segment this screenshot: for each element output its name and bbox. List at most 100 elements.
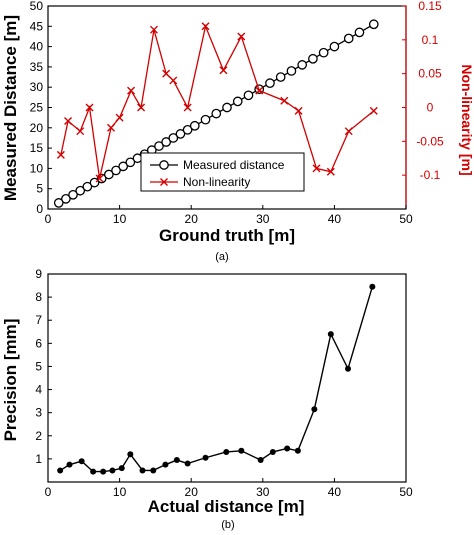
precision-point xyxy=(127,451,134,458)
precision-point xyxy=(150,467,157,474)
nonlinearity-point xyxy=(237,32,246,41)
measured-distance-point xyxy=(161,137,171,147)
chart-a-y2tick-label: -0.05 xyxy=(416,134,444,148)
precision-point xyxy=(118,465,125,472)
measured-distance-point xyxy=(82,181,93,192)
chart-a-y2tick-label: 0.1 xyxy=(422,33,439,47)
precision-point xyxy=(173,457,180,464)
nonlinearity-point xyxy=(294,106,303,115)
nonlinearity-point xyxy=(137,103,146,112)
nonlinearity-point xyxy=(162,69,171,78)
chart-a-y2tick-label: -0.1 xyxy=(420,168,441,182)
nonlinearity-point xyxy=(115,113,124,122)
measured-distance-point xyxy=(68,189,78,200)
precision-point xyxy=(184,460,191,467)
measured-distance-point xyxy=(189,120,200,131)
nonlinearity-point xyxy=(149,25,158,34)
chart-b-ytick-label: 7 xyxy=(35,313,42,327)
chart-a-ytick-label: 25 xyxy=(30,101,44,115)
measured-distance-point xyxy=(53,198,64,208)
caption-b: (b) xyxy=(221,519,234,531)
chart-a-xtick-label: 20 xyxy=(185,212,199,226)
chart-a-ytick-label: 5 xyxy=(36,182,43,196)
chart-a-ylabel: Measured Distance [m] xyxy=(1,15,20,201)
chart-a-xtick-label: 0 xyxy=(45,212,52,226)
chart-a-y2tick-label: 0.15 xyxy=(418,0,442,13)
chart-b-ylabel: Precision [mm] xyxy=(1,319,20,442)
measured-distance-point xyxy=(286,66,297,76)
nonlinearity-point xyxy=(56,150,65,159)
chart-b-ytick-label: 1 xyxy=(35,452,42,466)
nonlinearity-point xyxy=(201,22,210,31)
measured-distance-point xyxy=(175,129,186,139)
chart-b: 0 10 20 30 40 50 1 2 3 4 5 6 7 8 9 Actual distance [m… xyxy=(1,267,413,531)
precision-point xyxy=(139,467,146,474)
chart-b-plot-frame xyxy=(47,273,407,483)
precision-point xyxy=(327,331,334,338)
nonlinearity-point xyxy=(107,123,116,132)
nonlinearity-point xyxy=(95,174,104,183)
precision-point xyxy=(345,365,352,372)
precision-point xyxy=(100,468,107,475)
chart-b-ytick-label: 3 xyxy=(35,406,42,420)
chart-b-xtick-label: 10 xyxy=(113,485,127,499)
measured-distance-point xyxy=(104,169,114,180)
measured-distance-point xyxy=(222,102,232,113)
measured-distance-point xyxy=(297,60,308,70)
measured-distance-point xyxy=(125,157,136,168)
chart-b-ytick-label: 2 xyxy=(35,429,42,443)
measured-distance-point xyxy=(329,41,340,52)
nonlinearity-point xyxy=(369,106,378,115)
legend-nonlinearity-marker xyxy=(160,178,168,186)
nonlinearity-point xyxy=(344,127,353,136)
measured-distance-point xyxy=(111,165,121,176)
measured-distance-point xyxy=(368,19,379,30)
nonlinearity-point xyxy=(255,86,264,95)
nonlinearity-point xyxy=(76,127,85,136)
legend-measured-label: Measured distance xyxy=(183,158,285,172)
chart-b-ytick-label: 5 xyxy=(35,359,42,373)
chart-a-xtick-label: 50 xyxy=(399,212,413,226)
precision-point xyxy=(311,406,318,413)
nonlinearity-point xyxy=(64,117,73,126)
chart-a-ytick-label: 15 xyxy=(30,141,44,155)
chart-a-ytick-label: 45 xyxy=(30,19,44,33)
nonlinearity-point xyxy=(127,86,136,95)
legend-measured-marker xyxy=(159,160,169,170)
chart-a-xtick-label: 10 xyxy=(113,212,127,226)
chart-a-ytick-label: 10 xyxy=(30,161,44,175)
chart-b-xtick-label: 30 xyxy=(256,485,270,499)
nonlinearity-point xyxy=(280,96,289,105)
chart-b-xtick-label: 0 xyxy=(45,485,52,499)
precision-line xyxy=(59,286,374,473)
precision-point xyxy=(284,445,291,452)
measured-distance-point xyxy=(354,27,365,38)
chart-a-ytick-label: 35 xyxy=(30,60,44,74)
precision-point xyxy=(369,283,376,290)
measured-distance-point xyxy=(243,90,254,101)
measured-distance-point xyxy=(75,185,86,196)
precision-point xyxy=(257,457,264,464)
nonlinearity-point xyxy=(85,103,94,112)
chart-a-ytick-label: 30 xyxy=(30,80,44,94)
nonlinearity-point xyxy=(326,167,335,176)
precision-point xyxy=(202,454,209,461)
measured-distance-point xyxy=(275,72,286,82)
nonlinearity-point xyxy=(169,76,178,85)
caption-a: (a) xyxy=(215,251,228,263)
chart-b-xtick-label: 40 xyxy=(328,485,342,499)
precision-point xyxy=(90,468,97,475)
chart-a-legend: Measured distance Non-linearity xyxy=(140,152,305,192)
precision-point xyxy=(238,447,245,454)
chart-b-xtick-label: 20 xyxy=(185,485,199,499)
precision-point xyxy=(269,448,276,455)
chart-b-ytick-label: 8 xyxy=(35,290,42,304)
chart-a-ytick-label: 50 xyxy=(30,0,44,13)
measured-distance-point xyxy=(200,114,211,125)
precision-point xyxy=(294,447,301,454)
chart-a-y2label: Non-linearity [m] xyxy=(459,64,474,175)
measured-distance-point xyxy=(154,141,164,151)
chart-a-xtick-label: 40 xyxy=(328,212,342,226)
chart-a-xtick-label: 30 xyxy=(256,212,270,226)
